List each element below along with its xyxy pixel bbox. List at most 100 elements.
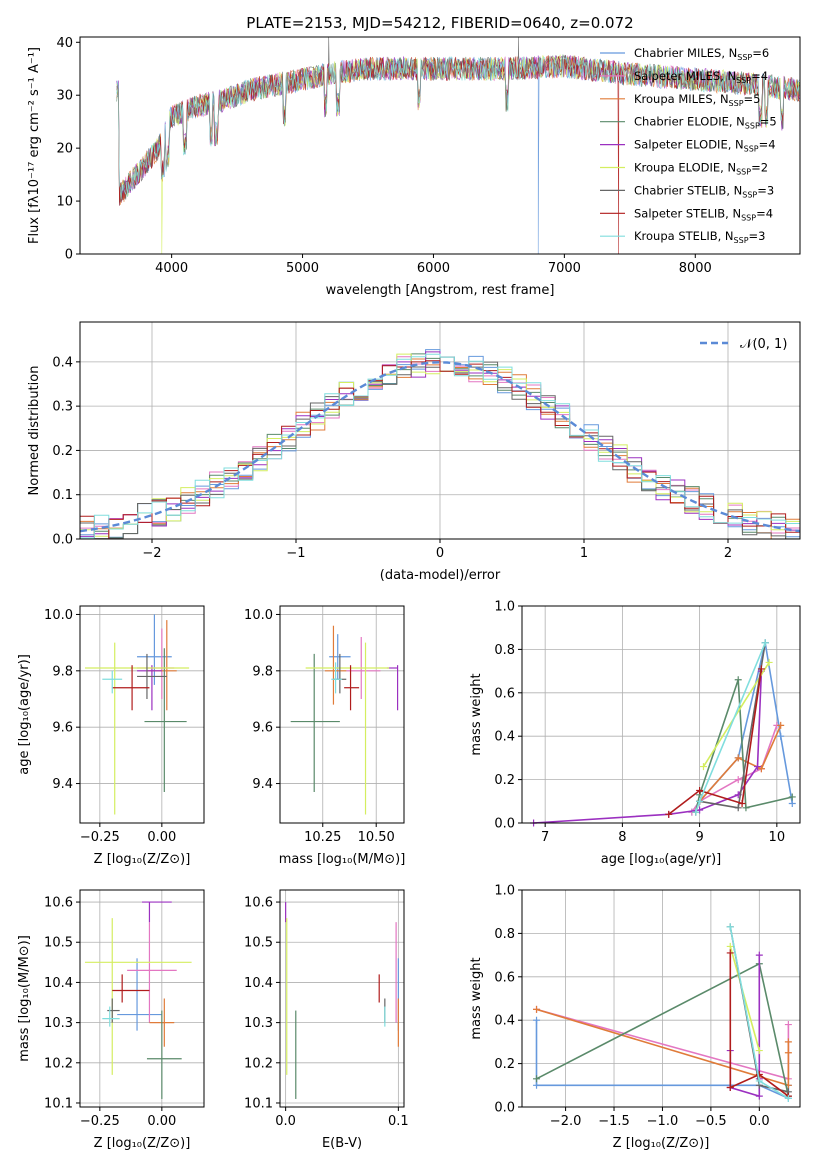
residual-ytick-label: 0.4 xyxy=(52,355,73,370)
spectrum-series-line xyxy=(116,55,800,200)
age-vs-mass-ytick-label: 9.4 xyxy=(252,777,273,792)
residual-histograms xyxy=(80,349,800,540)
weight-vs-age-point-marker xyxy=(757,665,765,673)
weight-vs-age-series-line xyxy=(668,668,763,815)
weight-vs-age-point-marker xyxy=(742,804,750,812)
residual-ytick-label: 0.3 xyxy=(52,400,73,415)
spectrum-legend-label: Salpeter STELIB, NSSP=4 xyxy=(634,206,773,222)
residual-xtick-label: −2 xyxy=(142,546,161,561)
spectrum-xtick-label: 6000 xyxy=(417,261,450,276)
mass-vs-z-frame xyxy=(79,889,205,1108)
age-vs-mass-xlabel: mass [log₁₀(M/M⊙)] xyxy=(279,852,406,867)
weight-vs-age-point-marker xyxy=(788,793,796,801)
weight-vs-age-xtick-label: 10 xyxy=(769,830,786,845)
age-vs-mass-xtick-label: 10.25 xyxy=(304,830,341,845)
weight-vs-z-ytick-label: 0.6 xyxy=(494,970,515,985)
spectrum-ytick-label: 20 xyxy=(56,142,73,157)
spectrum-xtick-label: 8000 xyxy=(679,261,712,276)
spectrum-series-line xyxy=(116,55,800,255)
weight-vs-z-xtick-label: 0.0 xyxy=(749,1114,770,1129)
spectrum-lines xyxy=(116,36,800,255)
age-vs-z-ytick-label: 9.4 xyxy=(52,777,73,792)
mass-vs-z-xtick-label: −0.25 xyxy=(80,1114,120,1129)
spectrum-series-line xyxy=(116,54,800,255)
weight-vs-age-point-marker xyxy=(788,799,796,807)
spectrum-xlabel: wavelength [Angstrom, rest frame] xyxy=(326,283,555,298)
spectrum-frame xyxy=(79,36,801,255)
age-vs-z-ytick-label: 10.0 xyxy=(44,608,73,623)
weight-vs-age-frame xyxy=(521,605,801,824)
weight-vs-age-point-marker xyxy=(754,763,762,771)
residual-legend-label: 𝒩(0, 1) xyxy=(740,337,787,352)
weight-vs-z-series-line xyxy=(729,952,789,1097)
weight-vs-age-series-line xyxy=(694,642,766,813)
mass-vs-ebv-ytick-label: 10.4 xyxy=(244,976,273,991)
weight-vs-z-point-marker xyxy=(784,1021,792,1029)
mass-vs-ebv-xtick-label: 0.0 xyxy=(275,1114,296,1129)
weight-vs-age-series-line xyxy=(533,671,763,824)
mass-vs-z-ytick-label: 10.1 xyxy=(44,1096,73,1111)
age-vs-z-xtick-label: −0.25 xyxy=(80,830,120,845)
residual-histogram-step xyxy=(80,353,800,539)
weight-vs-z-lines xyxy=(533,923,792,1102)
spectrum-ytick-label: 10 xyxy=(56,195,73,210)
weight-vs-z-series-line xyxy=(536,1008,790,1087)
age-vs-mass-ytick-label: 9.6 xyxy=(252,721,273,736)
weight-vs-age-ytick-label: 0.6 xyxy=(494,686,515,701)
weight-vs-z-point-marker xyxy=(755,1077,763,1085)
residual-ytick-label: 0.0 xyxy=(52,533,73,548)
residual-xtick-label: 0 xyxy=(436,546,444,561)
mass-vs-z-ylabel: mass [log₁₀(M/M⊙)] xyxy=(17,935,32,1062)
age-vs-mass-ytick-label: 9.8 xyxy=(252,664,273,679)
residual-histogram-step xyxy=(80,360,800,540)
weight-vs-age-point-marker xyxy=(761,639,769,647)
mass-vs-ebv-ytick-label: 10.5 xyxy=(244,936,273,951)
residual-xtick-label: 2 xyxy=(724,546,732,561)
weight-vs-z-point-marker xyxy=(533,1075,541,1083)
weight-vs-z-point-marker xyxy=(533,1081,541,1089)
spectrum-xtick-label: 4000 xyxy=(155,261,188,276)
age-vs-z-xtick-label: 0.00 xyxy=(147,830,176,845)
mass-vs-ebv-errorbars xyxy=(285,902,399,1099)
weight-vs-age-ytick-label: 0.8 xyxy=(494,643,515,658)
mass-vs-ebv-xlabel: E(B-V) xyxy=(322,1136,362,1151)
spectrum-legend-label: Salpeter ELODIE, NSSP=4 xyxy=(634,138,776,154)
weight-vs-age-xlabel: age [log₁₀(age/yr)] xyxy=(601,852,722,867)
weight-vs-age-point-marker xyxy=(734,754,742,762)
spectrum-xtick-label: 7000 xyxy=(548,261,581,276)
spectrum-legend-label: Salpeter MILES, NSSP=4 xyxy=(634,69,768,85)
mass-vs-z-ytick-label: 10.2 xyxy=(44,1056,73,1071)
weight-vs-age-point-marker xyxy=(734,776,742,784)
weight-vs-z-point-marker xyxy=(726,949,734,957)
weight-vs-age-xtick-label: 7 xyxy=(541,830,549,845)
mass-vs-z-xtick-label: 0.00 xyxy=(147,1114,176,1129)
spectrum-legend-label: Kroupa MILES, NSSP=5 xyxy=(634,92,760,108)
mass-vs-z-ytick-label: 10.3 xyxy=(44,1016,73,1031)
age-vs-mass-frame xyxy=(279,605,405,824)
mass-vs-ebv-xtick-label: 0.1 xyxy=(388,1114,409,1129)
weight-vs-z-series-line xyxy=(729,946,761,1051)
mass-vs-z-errorbars xyxy=(84,901,192,1099)
mass-vs-ebv-ytick-label: 10.6 xyxy=(244,896,273,911)
weight-vs-z-xlabel: Z [log₁₀(Z/Z⊙)] xyxy=(613,1136,710,1151)
weight-vs-z-point-marker xyxy=(726,923,734,931)
mass-vs-z-ytick-label: 10.4 xyxy=(44,976,73,991)
mass-vs-ebv-ytick-label: 10.2 xyxy=(244,1056,273,1071)
weight-vs-z-xtick-label: −1.5 xyxy=(598,1114,630,1129)
spectrum-legend-label: Chabrier MILES, NSSP=6 xyxy=(634,46,769,62)
weight-vs-age-point-marker xyxy=(734,804,742,812)
weight-vs-age-point-marker xyxy=(738,799,746,807)
weight-vs-z-ylabel: mass weight xyxy=(469,957,484,1039)
age-vs-mass-errorbars xyxy=(290,625,399,815)
weight-vs-z-xtick-label: −0.5 xyxy=(695,1114,727,1129)
spectrum-series-line xyxy=(116,54,800,255)
weight-vs-z-xtick-label: −1.0 xyxy=(647,1114,679,1129)
weight-vs-age-point-marker xyxy=(692,808,700,816)
mass-vs-ebv-ytick-label: 10.1 xyxy=(244,1096,273,1111)
residual-ytick-label: 0.1 xyxy=(52,488,73,503)
age-vs-mass-xtick-label: 10.50 xyxy=(358,830,395,845)
weight-vs-age-ylabel: mass weight xyxy=(469,673,484,755)
spectrum-ylabel: Flux [fλ10⁻¹⁷ erg cm⁻² s⁻¹ A⁻¹] xyxy=(27,47,42,244)
normal-curve xyxy=(79,361,801,533)
